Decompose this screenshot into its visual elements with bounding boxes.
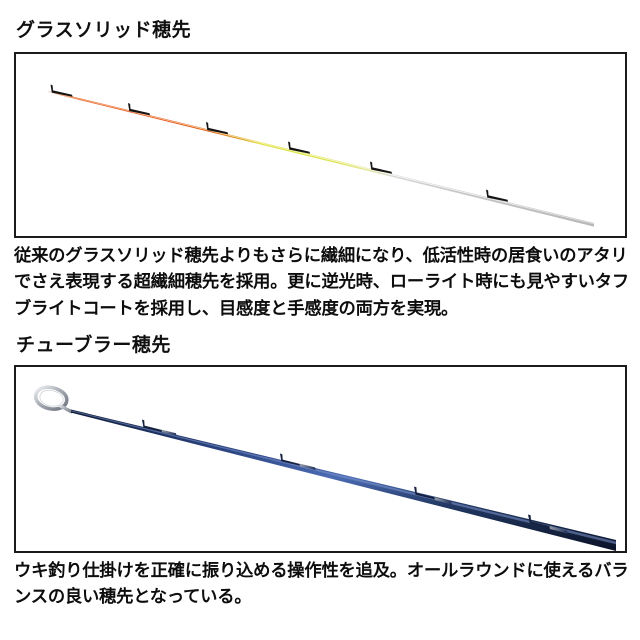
section-heading-glass-solid: グラスソリッド穂先 [16,19,192,41]
figure-tubular-rod-tip [14,365,627,553]
guide-ring-2 [280,453,316,470]
section-heading-tubular: チューブラー穂先 [16,334,171,356]
guide-ring-4 [288,141,311,154]
tubular-rod-svg [33,385,616,551]
guide-ring-2 [128,103,151,116]
figure-glass-solid-rod-tip [14,52,627,238]
guide-ring-5 [370,161,393,174]
glass-solid-rod-svg [48,84,594,227]
tubular-rod-blank [71,409,616,551]
guide-ring-3 [206,122,229,135]
guide-ring-3 [414,486,452,505]
guide-ring-4 [528,514,568,534]
tubular-rod-guides [142,419,568,534]
guide-ring-1 [142,419,177,436]
guide-ring-6 [486,189,509,202]
glass-rod-blank-highlight [48,90,594,225]
tubular-rod-highlight [71,410,616,545]
section-body-tubular: ウキ釣り仕掛けを正確に振り込める操作性を追及。オールラウンドに使えるバランスの良… [14,561,629,608]
tip-top-guide-icon [33,385,73,414]
section-body-glass-solid: 従来のグラスソリッド穂先よりもさらに繊細になり、低活性時の居食いのアタリでさえ表… [14,246,629,319]
guide-ring-1 [50,84,73,97]
glass-rod-guides [50,84,509,202]
